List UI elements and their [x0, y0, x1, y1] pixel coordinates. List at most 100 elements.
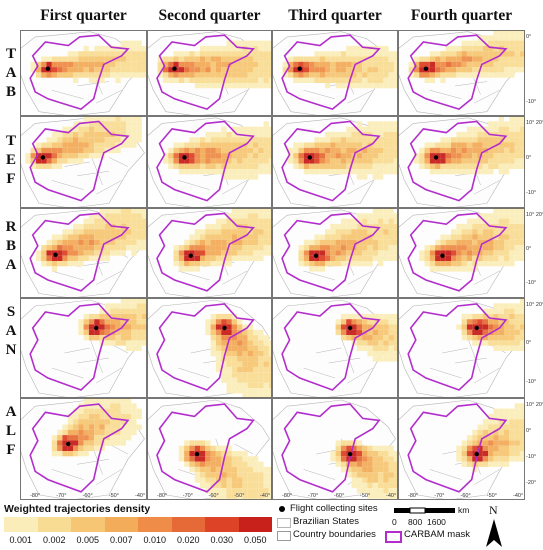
density-cell: [115, 419, 121, 425]
density-cell: [215, 142, 222, 148]
density-cell: [173, 147, 179, 154]
density-cell: [237, 335, 243, 341]
density-cell: [445, 72, 451, 78]
density-cell: [115, 218, 121, 224]
density-cell: [456, 234, 462, 240]
density-cell: [488, 121, 494, 127]
density-cell: [242, 174, 248, 180]
density-cell: [504, 303, 510, 309]
density-cell: [178, 261, 185, 267]
density-cell: [205, 456, 211, 462]
density-cell: [372, 121, 378, 127]
state-boundary: [51, 367, 84, 379]
map-panel-san-q1: [20, 298, 147, 398]
density-cell: [78, 67, 84, 73]
density-cell: [247, 461, 253, 467]
density-cell: [482, 56, 489, 62]
density-cell: [335, 61, 341, 68]
density-cell: [131, 223, 137, 230]
density-cell: [83, 137, 89, 143]
density-cell: [393, 472, 398, 478]
density-cell: [131, 424, 137, 430]
density-cell: [231, 345, 238, 351]
density-cell: [126, 298, 132, 304]
density-cell: [340, 83, 347, 89]
density-cell: [514, 121, 520, 127]
density-cell: [83, 250, 89, 256]
density-cell: [242, 493, 248, 499]
density-cell: [83, 408, 89, 414]
density-cell: [215, 461, 222, 467]
density-cell: [115, 56, 121, 62]
density-cell: [194, 163, 200, 169]
density-cell: [120, 131, 126, 138]
density-cell: [83, 419, 89, 425]
density-cell: [482, 329, 489, 336]
density-cell: [253, 340, 259, 346]
density-cell: [472, 56, 478, 62]
carbam-mask-outline: [281, 34, 381, 110]
density-cell: [440, 234, 446, 240]
density-cell: [493, 158, 499, 164]
density-cell: [482, 169, 489, 175]
density-cell: [504, 429, 510, 436]
density-cell: [104, 116, 111, 122]
density-cell: [131, 303, 137, 309]
density-cell: [383, 340, 389, 346]
density-cell: [141, 51, 147, 57]
density-cell: [173, 77, 179, 83]
density-cell: [253, 51, 259, 57]
density-cell: [340, 335, 347, 341]
density-cell: [388, 213, 394, 219]
density-cell: [477, 239, 483, 246]
density-cell: [388, 482, 394, 489]
density-cell: [263, 340, 269, 346]
density-cell: [372, 493, 378, 499]
density-cell: [346, 239, 352, 246]
density-cell: [57, 445, 63, 451]
density-cell: [215, 169, 222, 175]
panel-border: [398, 116, 525, 208]
density-cell: [35, 255, 42, 261]
density-cell: [258, 223, 264, 230]
density-cell: [488, 261, 494, 267]
density-cell: [237, 345, 243, 351]
density-cell: [184, 61, 190, 68]
density-cell: [335, 51, 341, 57]
density-cell: [173, 153, 179, 159]
density-cell: [351, 131, 357, 138]
density-cell: [126, 398, 132, 404]
density-cell: [205, 245, 211, 251]
density-cell: [346, 126, 352, 132]
density-cell: [356, 67, 363, 73]
state-boundary: [51, 469, 84, 480]
state-boundary: [303, 469, 336, 480]
density-cell: [356, 324, 363, 330]
density-cell: [351, 461, 357, 467]
density-cell: [346, 51, 352, 57]
density-cell: [472, 158, 478, 164]
density-cell: [178, 266, 185, 272]
density-cell: [383, 461, 389, 467]
density-cell: [514, 345, 520, 351]
density-cell: [482, 445, 489, 451]
density-cell: [78, 61, 84, 68]
density-cell: [498, 408, 504, 414]
density-cell: [504, 445, 510, 451]
density-cell: [200, 56, 206, 62]
density-cell: [325, 67, 331, 73]
density-cell: [237, 239, 243, 246]
density-cell: [73, 51, 79, 57]
density-cell: [231, 45, 238, 52]
latitude-tick: 0°: [526, 428, 532, 435]
density-cell: [131, 245, 137, 251]
density-cell: [356, 137, 363, 143]
header-fourth-quarter: Fourth quarter: [410, 7, 513, 24]
density-cell: [200, 61, 206, 68]
density-cell: [393, 329, 398, 336]
density-cell: [509, 153, 515, 159]
density-cell: [362, 324, 368, 330]
density-cell: [519, 223, 525, 230]
density-cell: [472, 142, 478, 148]
density-cell: [493, 424, 499, 430]
